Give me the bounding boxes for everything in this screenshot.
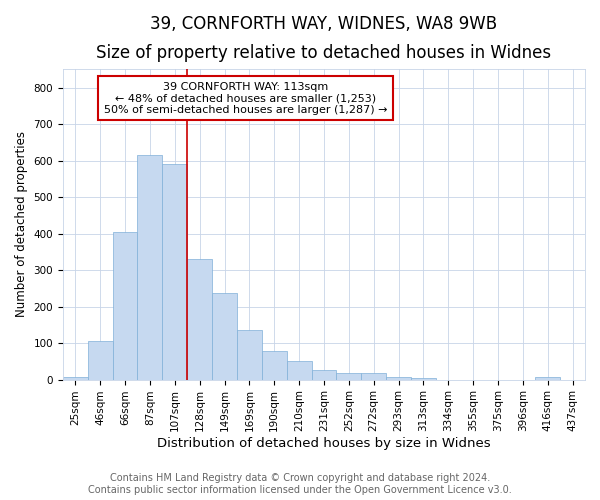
Bar	[361, 373, 386, 380]
Bar	[163, 164, 187, 380]
Bar	[386, 376, 411, 380]
Bar	[262, 351, 287, 380]
Bar	[63, 376, 88, 380]
Bar	[137, 154, 163, 380]
Text: 39 CORNFORTH WAY: 113sqm
← 48% of detached houses are smaller (1,253)
50% of sem: 39 CORNFORTH WAY: 113sqm ← 48% of detach…	[104, 82, 388, 115]
Title: 39, CORNFORTH WAY, WIDNES, WA8 9WB
Size of property relative to detached houses : 39, CORNFORTH WAY, WIDNES, WA8 9WB Size …	[97, 15, 551, 62]
Bar	[337, 374, 361, 380]
Text: Contains HM Land Registry data © Crown copyright and database right 2024.
Contai: Contains HM Land Registry data © Crown c…	[88, 474, 512, 495]
Bar	[88, 340, 113, 380]
X-axis label: Distribution of detached houses by size in Widnes: Distribution of detached houses by size …	[157, 437, 491, 450]
Bar	[187, 259, 212, 380]
Bar	[311, 370, 337, 380]
Bar	[411, 378, 436, 380]
Bar	[237, 330, 262, 380]
Bar	[212, 293, 237, 380]
Bar	[535, 376, 560, 380]
Bar	[113, 232, 137, 380]
Bar	[287, 361, 311, 380]
Y-axis label: Number of detached properties: Number of detached properties	[15, 132, 28, 318]
